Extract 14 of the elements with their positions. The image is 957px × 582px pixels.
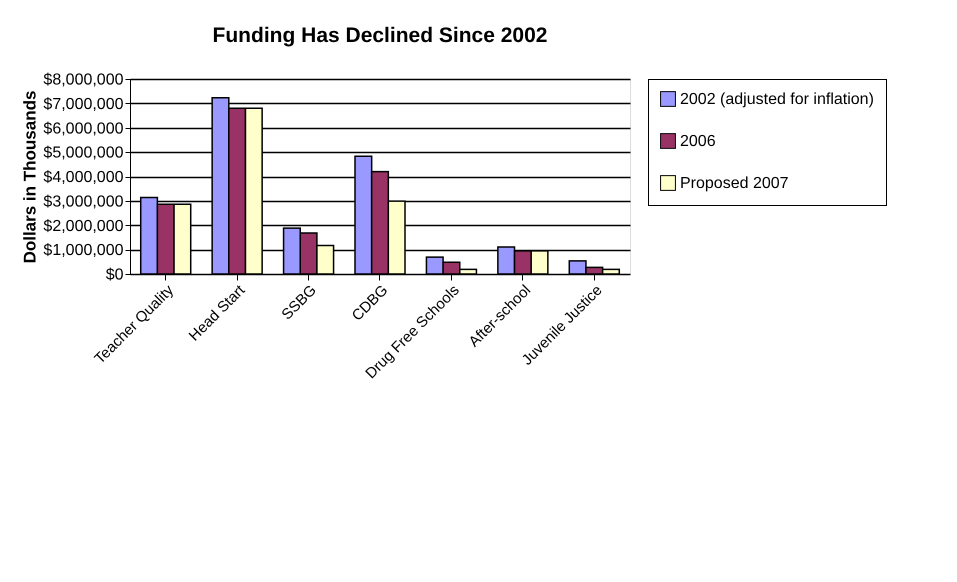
chart-title: Funding Has Declined Since 2002	[212, 24, 548, 47]
y-tick-label: $0	[106, 266, 124, 284]
legend-label: 2006	[680, 133, 716, 150]
legend-label: 2002 (adjusted for inflation)	[680, 91, 874, 108]
y-tick-label: $3,000,000	[43, 193, 124, 210]
y-tick-label: $8,000,000	[43, 72, 124, 88]
y-tick-label: $6,000,000	[43, 120, 124, 138]
y-tick-label: $4,000,000	[43, 169, 124, 186]
y-tick-label: $2,000,000	[43, 218, 124, 235]
legend-label: Proposed 2007	[680, 175, 789, 192]
y-tick-label: $7,000,000	[43, 96, 124, 113]
y-tick-label: $1,000,000	[43, 242, 124, 260]
y-axis-title: Dollars in Thousands	[20, 90, 40, 264]
y-tick-label: $5,000,000	[43, 144, 124, 162]
